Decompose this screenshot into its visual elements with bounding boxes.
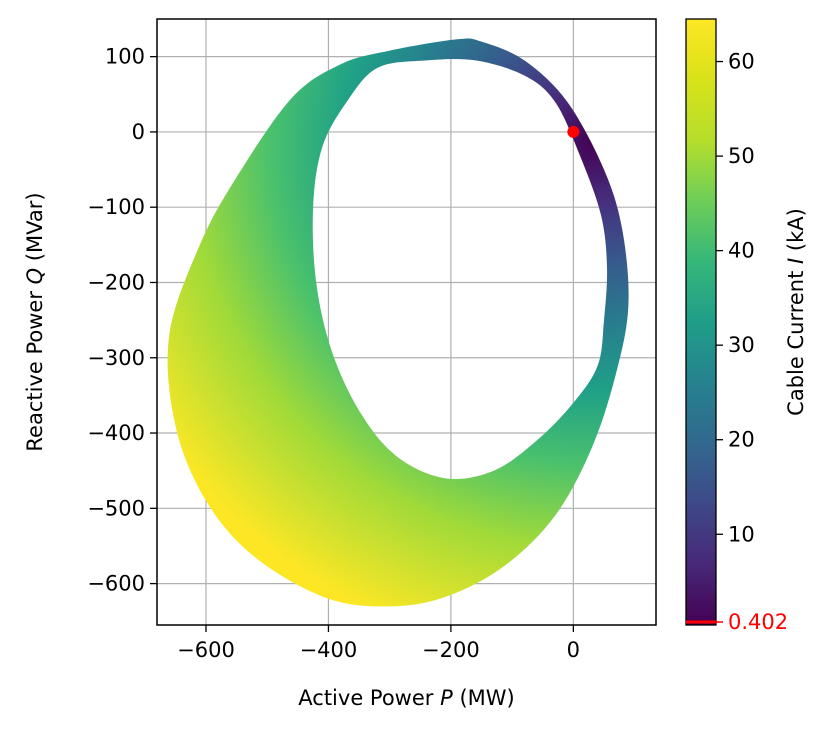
y-axis-label: Reactive Power Q (MVar): [23, 192, 47, 451]
y-tick-label: −600: [87, 572, 145, 596]
colorbar-frame: [685, 18, 717, 626]
plot-frame: [156, 18, 657, 626]
x-axis-label: Active Power P (MW): [298, 686, 514, 710]
x-tick-label: −200: [422, 638, 480, 662]
x-axis-ticks: −600 −400 −200 0: [177, 625, 580, 662]
colorbar-tick-label: 60: [728, 50, 755, 74]
x-tick-label: −400: [300, 638, 358, 662]
operating-region-area: [167, 38, 629, 607]
colorbar-tick-label: 20: [728, 428, 755, 452]
colorbar-label: Cable Current I (kA): [784, 208, 808, 416]
colorbar-tick-label: 50: [728, 144, 755, 168]
colorbar-tick-label: 10: [728, 522, 755, 546]
y-tick-label: 0: [132, 120, 145, 144]
y-tick-label: −400: [87, 421, 145, 445]
highlight-point-layer: [567, 125, 580, 138]
y-tick-label: −500: [87, 496, 145, 520]
colorbar-tick-label: 40: [728, 239, 755, 263]
highlight-point: [567, 125, 580, 138]
operating-region: [167, 38, 629, 607]
y-tick-label: 100: [105, 45, 145, 69]
x-tick-label: 0: [567, 638, 580, 662]
colorbar-tick-label: 30: [728, 333, 755, 357]
y-tick-label: −200: [87, 270, 145, 294]
y-tick-label: −100: [87, 195, 145, 219]
colorbar-gradient: [686, 19, 716, 625]
x-tick-label: −600: [177, 638, 235, 662]
y-axis-ticks: 100 0 −100 −200 −300 −400 −500 −600: [87, 45, 157, 596]
y-tick-label: −300: [87, 346, 145, 370]
colorbar-marker-label: 0.402: [728, 610, 788, 634]
colorbar: 10 20 30 40 50 60 0.402: [685, 18, 788, 634]
